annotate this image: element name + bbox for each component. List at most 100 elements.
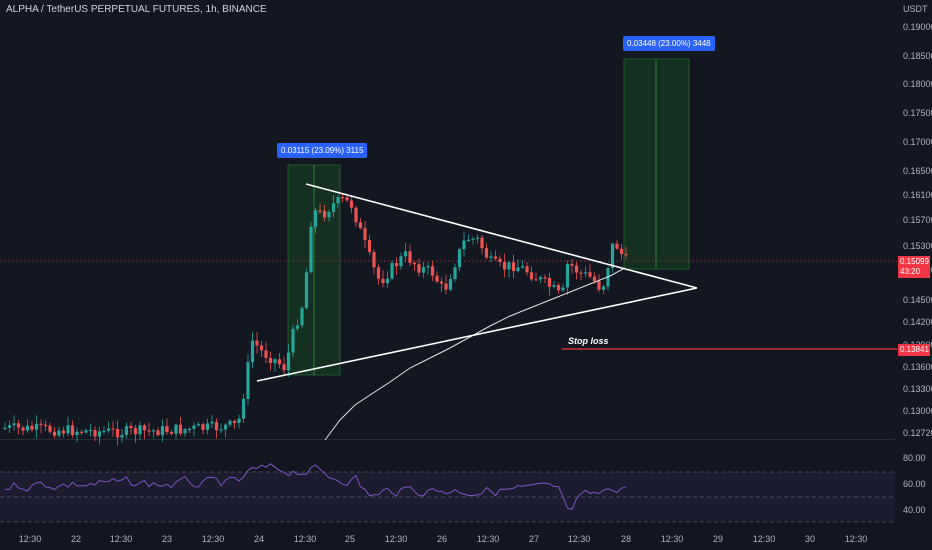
candle-body [556, 285, 561, 291]
candle-body [538, 277, 543, 280]
time-tick-label: 12:30 [294, 534, 317, 544]
candle-body [601, 286, 606, 290]
candle-body [39, 423, 43, 425]
candle-body [250, 340, 255, 363]
candle-body [615, 243, 619, 249]
candle-body [187, 428, 192, 431]
candle-body [111, 428, 115, 430]
candle-body [169, 432, 174, 434]
candle-body [30, 425, 34, 430]
candle-body [43, 424, 48, 426]
candle-body [345, 197, 349, 201]
candle-body [34, 423, 39, 430]
candle-body [583, 272, 588, 274]
candle-body [295, 325, 300, 329]
candle-body [466, 239, 471, 241]
candle-body [619, 248, 624, 255]
candle-body [300, 308, 304, 326]
candle-body [115, 429, 120, 438]
candle-body [192, 425, 196, 429]
candle-body [331, 203, 336, 212]
candle-body [547, 278, 552, 287]
time-tick-label: 12:30 [19, 534, 42, 544]
candle-body [354, 207, 358, 223]
time-tick-label: 28 [621, 534, 631, 544]
rsi-line [4, 463, 627, 510]
candle-body [471, 238, 475, 240]
rsi-tick-label: 80.00 [903, 453, 926, 463]
candle-body [264, 350, 268, 358]
candle-body [574, 265, 579, 273]
candle-body [516, 267, 520, 272]
candle-body [592, 276, 597, 281]
time-tick-label: 12:30 [753, 534, 776, 544]
candle-body [52, 431, 57, 436]
candle-body [340, 197, 345, 199]
candle-body [511, 262, 516, 272]
candle-body [372, 252, 376, 268]
candle-body [57, 430, 61, 436]
candle-body [309, 226, 313, 273]
candle-body [25, 425, 30, 431]
candle-body [475, 237, 480, 239]
candle-body [246, 362, 250, 399]
time-tick-label: 12:30 [385, 534, 408, 544]
candle-body [417, 264, 421, 273]
candle-body [48, 425, 52, 432]
candle-body [484, 248, 489, 258]
candle-body [462, 240, 466, 250]
candle-body [165, 426, 169, 433]
time-tick-label: 30 [805, 534, 815, 544]
candle-body [93, 429, 97, 437]
candle-body [273, 359, 277, 364]
stop-loss-label: Stop loss [568, 336, 609, 346]
measure-box-2 [623, 58, 690, 270]
candle-body [21, 427, 25, 431]
candle-body [142, 425, 147, 431]
candle-body [214, 421, 219, 431]
candle-body [75, 431, 79, 436]
candle-body [196, 424, 201, 426]
candle-body [520, 266, 525, 268]
time-tick-label: 29 [713, 534, 723, 544]
candle-body [457, 249, 462, 268]
time-tick-label: 12:30 [661, 534, 684, 544]
candle-body [525, 266, 529, 273]
candle-body [88, 429, 93, 432]
candle-body [313, 210, 318, 227]
candle-body [399, 256, 403, 267]
candle-body [363, 228, 367, 241]
candle-body [367, 240, 372, 253]
candle-body [421, 267, 426, 273]
time-tick-label: 26 [437, 534, 447, 544]
candle-body [133, 428, 138, 435]
candle-body [412, 262, 417, 265]
measure-label-1: 0.03115 (23.09%) 3115 [277, 143, 368, 158]
countdown-value: 43:20 [900, 267, 921, 276]
candle-body [241, 398, 246, 419]
candle-body [426, 266, 430, 268]
triangle-upper-line [305, 183, 698, 289]
candle-body [138, 425, 142, 435]
time-tick-label: 12:30 [477, 534, 500, 544]
candle-body [570, 263, 574, 266]
candle-body [16, 423, 21, 428]
moving-average-line [324, 267, 626, 441]
candle-body [223, 424, 228, 430]
candle-body [349, 200, 354, 208]
candle-body [376, 267, 381, 279]
candle-body [160, 426, 165, 436]
candle-body [129, 426, 133, 429]
candle-body [385, 278, 390, 284]
time-tick-label: 12:30 [845, 534, 868, 544]
candle-body [534, 279, 538, 281]
candle-body [120, 434, 124, 438]
